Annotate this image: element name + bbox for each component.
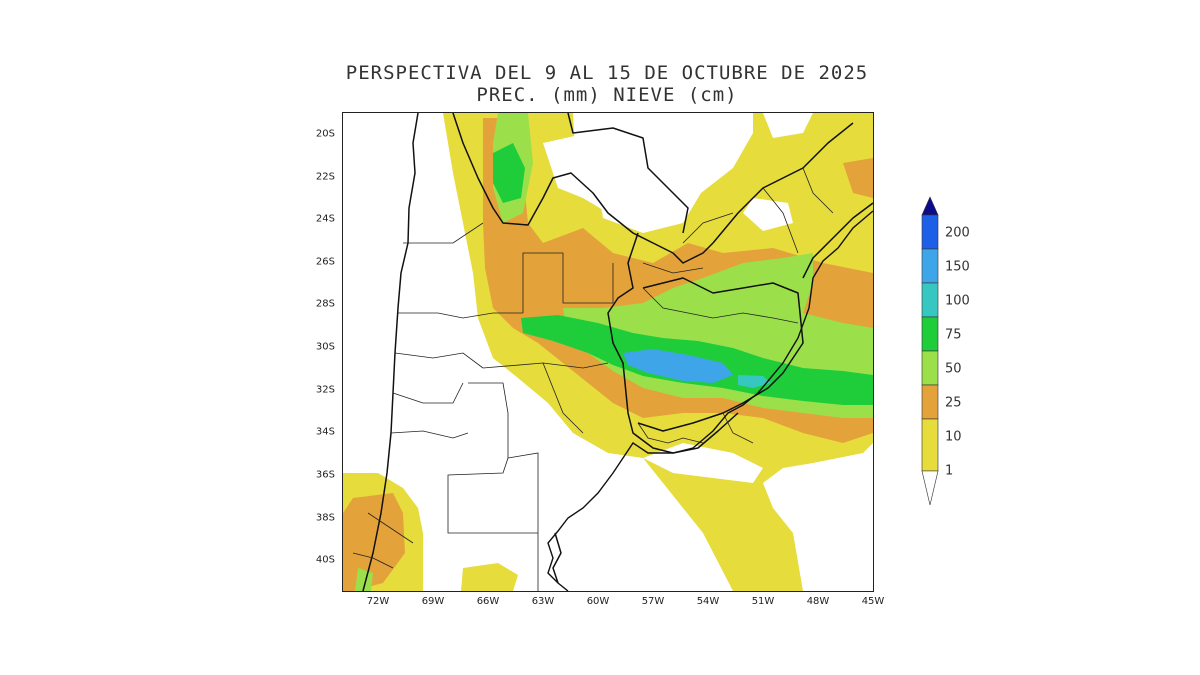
- coastline: [547, 210, 873, 591]
- legend-swatch-100: [921, 248, 939, 284]
- legend-swatch-25: [921, 350, 939, 386]
- chart-title: PERSPECTIVA DEL 9 AL 15 DE OCTUBRE DE 20…: [0, 62, 1200, 106]
- lat-tick-label: 36S: [315, 469, 335, 481]
- lon-tick-label: 57W: [641, 596, 665, 607]
- lat-tick-label: 32S: [315, 384, 335, 396]
- province-borders: [352, 167, 834, 591]
- title-line-2: PREC. (mm) NIEVE (cm): [476, 84, 738, 106]
- lat-tick-label: 30S: [315, 341, 335, 353]
- precip-75-100: [738, 375, 771, 388]
- color-legend: [921, 196, 939, 506]
- lat-tick-label: 28S: [315, 298, 335, 310]
- lat-tick-label: 20S: [315, 128, 335, 140]
- lon-tick-label: 66W: [476, 596, 500, 607]
- legend-swatch-200: [921, 196, 939, 216]
- lat-tick-label: 24S: [315, 213, 335, 225]
- lon-tick-label: 54W: [696, 596, 720, 607]
- lon-tick-label: 51W: [751, 596, 775, 607]
- lat-tick-label: 22S: [315, 171, 335, 183]
- lat-tick-label: 40S: [315, 554, 335, 566]
- lon-tick-label: 69W: [421, 596, 445, 607]
- precipitation-map: [342, 112, 874, 592]
- title-line-1: PERSPECTIVA DEL 9 AL 15 DE OCTUBRE DE 20…: [345, 62, 869, 84]
- legend-label: 1: [945, 463, 954, 479]
- lon-tick-label: 45W: [861, 596, 885, 607]
- lon-tick-label: 63W: [531, 596, 555, 607]
- legend-label: 50: [945, 361, 962, 377]
- legend-label: 10: [945, 429, 962, 445]
- legend-swatch-10: [921, 384, 939, 420]
- lon-tick-label: 72W: [366, 596, 390, 607]
- precip-100-150: [623, 349, 733, 383]
- legend-swatch-75: [921, 282, 939, 318]
- legend-label: 100: [945, 293, 970, 309]
- legend-swatch-50: [921, 316, 939, 352]
- lon-tick-label: 60W: [586, 596, 610, 607]
- legend-label: 150: [945, 259, 970, 275]
- map-canvas: [343, 113, 873, 591]
- legend-swatch-zero: [921, 470, 939, 506]
- legend-label: 200: [945, 225, 970, 241]
- legend-swatch-150: [921, 214, 939, 250]
- legend-label: 75: [945, 327, 962, 343]
- lat-tick-label: 38S: [315, 512, 335, 524]
- lat-tick-label: 26S: [315, 256, 335, 268]
- lon-tick-label: 48W: [806, 596, 830, 607]
- lat-tick-label: 34S: [315, 426, 335, 438]
- no-precip-holes: [543, 113, 813, 483]
- legend-swatch-1: [921, 418, 939, 472]
- legend-label: 25: [945, 395, 962, 411]
- country-borders: [362, 113, 873, 591]
